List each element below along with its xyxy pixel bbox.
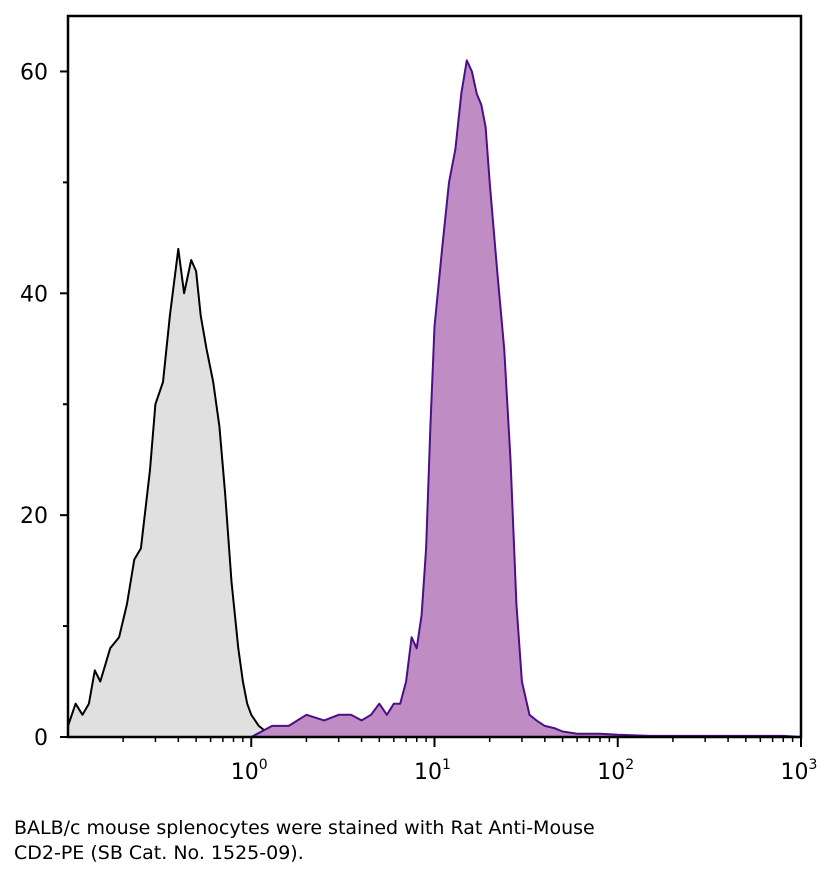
y-tick-label-40: 40 [20, 282, 48, 307]
x-tick-label-10: 101 [414, 757, 451, 785]
series-1-line [67, 247, 307, 738]
axis-layer: 0 20 40 60 100 101 102 103 [20, 60, 817, 785]
series-2-line [250, 59, 802, 738]
y-tick-label-20: 20 [20, 504, 48, 529]
x-tick-label-100: 102 [597, 757, 634, 785]
series-2-area [251, 60, 802, 737]
caption-line-2: CD2-PE (SB Cat. No. 1525-09). [14, 842, 304, 864]
histogram-chart: 0 20 40 60 100 101 102 103 [20, 14, 817, 785]
y-tick-label-0: 0 [34, 726, 48, 751]
caption-line-1: BALB/c mouse splenocytes were stained wi… [14, 817, 595, 839]
series-layer [67, 59, 802, 738]
series-1-area [68, 248, 307, 737]
x-tick-label-1: 100 [231, 757, 268, 785]
x-tick-label-1000: 103 [781, 757, 818, 785]
y-tick-label-60: 60 [20, 60, 48, 85]
figure-caption: BALB/c mouse splenocytes were stained wi… [14, 816, 814, 866]
